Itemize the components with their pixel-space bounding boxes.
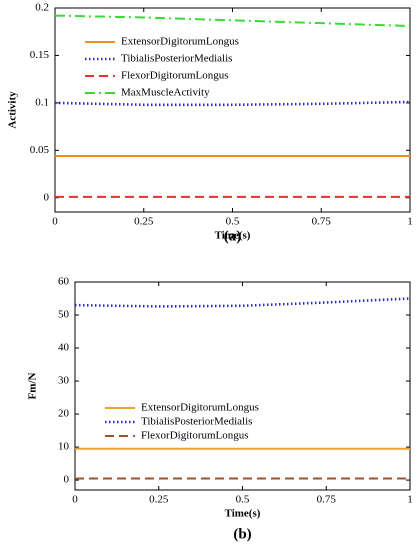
y-axis-label: Fm/N — [27, 373, 39, 400]
x-tick-label: 0 — [72, 494, 78, 506]
x-tick-label: 0.75 — [312, 216, 332, 228]
legend-label: FlexorDigitorumLongus — [121, 70, 229, 82]
x-tick-label: 1 — [407, 494, 413, 506]
y-tick-label: 0 — [44, 191, 50, 203]
x-tick-label: 0.5 — [236, 494, 250, 506]
y-tick-label: 40 — [58, 342, 70, 354]
series-line — [74, 297, 411, 308]
y-tick-label: 0.05 — [30, 144, 50, 156]
y-tick-label: 0 — [64, 474, 70, 486]
caption: (b) — [233, 526, 251, 542]
y-axis-label: Activity — [7, 91, 19, 129]
series-line — [54, 100, 411, 107]
y-tick-label: 0.1 — [35, 96, 49, 108]
legend-label: FlexorDigitorumLongus — [141, 430, 249, 442]
x-tick-label: 1 — [407, 216, 413, 228]
y-tick-label: 0.15 — [30, 49, 50, 61]
plot-frame — [74, 281, 411, 491]
x-tick-label: 0 — [52, 216, 58, 228]
x-axis-label: Time(s) — [215, 230, 251, 242]
legend-label: ExtensorDigitorumLongus — [121, 36, 239, 48]
x-tick-label: 0.5 — [226, 216, 240, 228]
y-tick-label: 30 — [58, 375, 70, 387]
y-tick-label: 60 — [58, 276, 70, 288]
x-axis-label: Time(s) — [225, 508, 261, 520]
y-tick-label: 50 — [58, 309, 70, 321]
x-tick-label: 0.75 — [317, 494, 337, 506]
legend-label: TibialisPosteriorMedialis — [141, 416, 252, 428]
y-tick-label: 0.2 — [35, 2, 49, 14]
y-tick-label: 20 — [58, 408, 70, 420]
legend-label: TibialisPosteriorMedialis — [121, 53, 232, 65]
caption: (a) — [224, 228, 242, 244]
y-tick-label: 10 — [58, 441, 70, 453]
series-line — [54, 14, 411, 28]
legend-label: ExtensorDigitorumLongus — [141, 402, 259, 414]
legend-label: MaxMuscleActivity — [121, 87, 210, 99]
x-tick-label: 0.25 — [149, 494, 169, 506]
x-tick-label: 0.25 — [134, 216, 154, 228]
